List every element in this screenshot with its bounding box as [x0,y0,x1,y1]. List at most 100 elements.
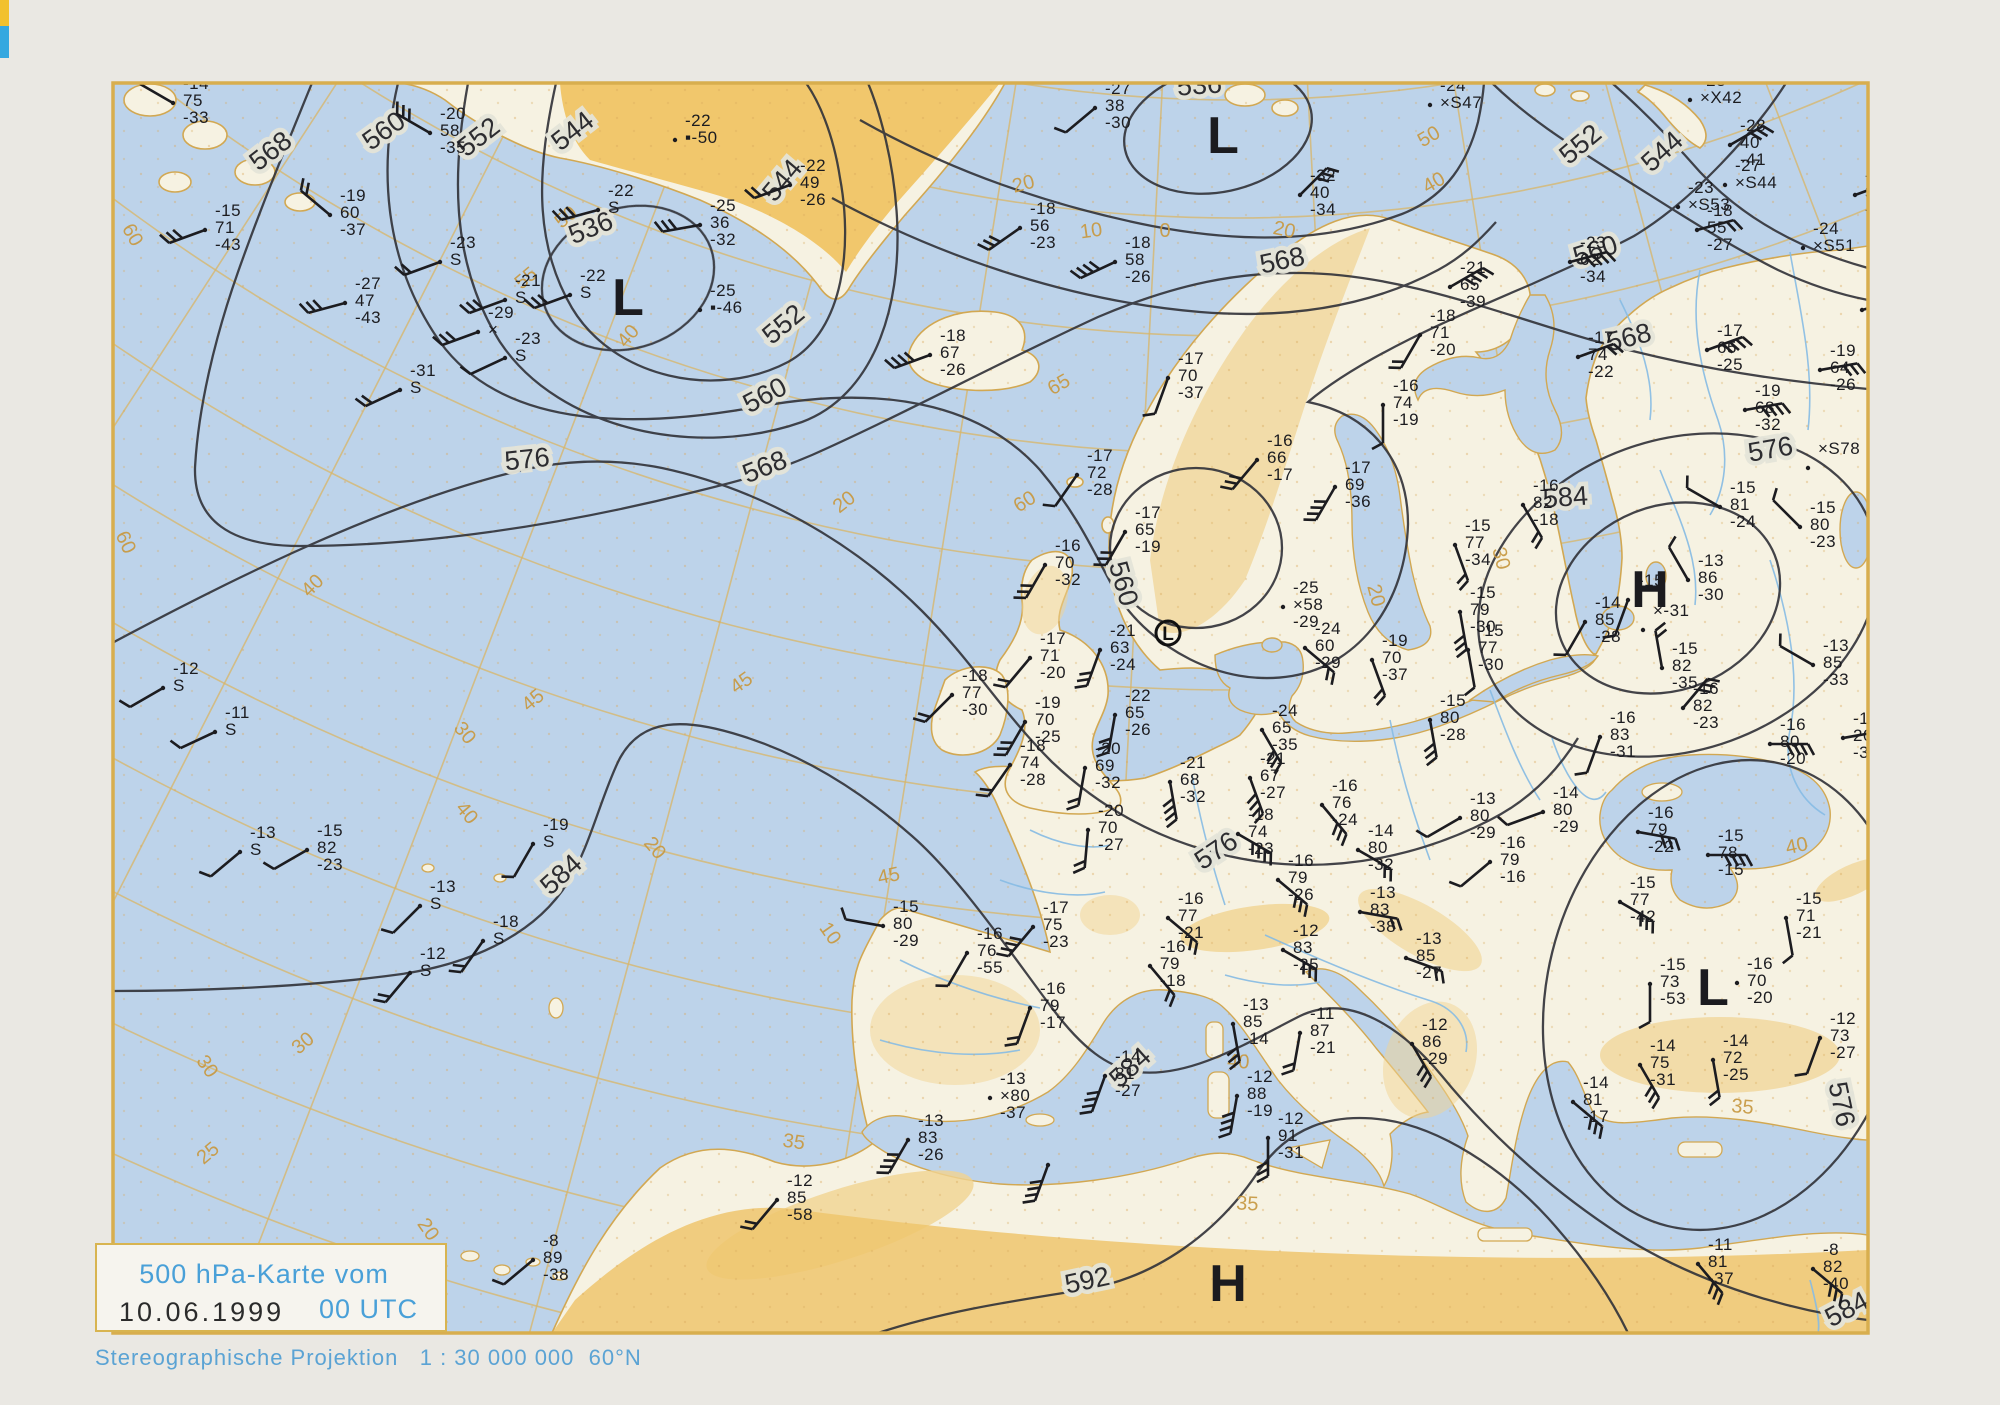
station-value: ×S47 [1440,93,1482,112]
station-value: 87 [1310,1021,1330,1040]
station-value: -12 [1247,1067,1273,1086]
wind-barb-icon [1298,166,1340,197]
edge-strip-yellow [0,0,9,26]
station-value: S [515,346,527,365]
station-value: 75 [1043,915,1063,934]
station-value: 80 [1553,800,1573,819]
station-value: -26 [1830,375,1856,394]
station-value: -13 [1698,551,1724,570]
station-value: -11 [225,703,250,722]
station-value: -14 [183,74,209,93]
station-value: -24 [1332,810,1358,829]
station-value: -29 [1422,1049,1448,1068]
station-value: -37 [1178,383,1204,402]
station-value: -35 [1672,673,1698,692]
station-value: -26 [940,360,966,379]
station-value: -16 [1747,954,1773,973]
station-value: -18 [1030,199,1056,218]
station-value: 75 [183,91,203,110]
station-value: -53 [1660,989,1686,1008]
wind-barb-icon [1358,910,1403,931]
station-value: -31 [410,361,436,380]
station-value: S [225,720,237,739]
station-value: -43 [215,235,241,254]
station-value: 77 [962,683,982,702]
wind-barb-icon [1448,860,1492,888]
station-plot: -19S [501,815,569,879]
station-value: -16 [1040,979,1066,998]
contour-592 [877,1116,1630,1333]
station-value: -27 [1735,156,1761,175]
wind-barb-icon [373,971,412,1004]
low-center-symbol: L [1697,959,1729,1017]
station-dot [672,137,678,143]
station-value: -16 [1160,937,1186,956]
wind-barb-icon [1166,916,1199,955]
station-value: -18 [1020,736,1046,755]
wind-barb-icon [1276,878,1309,917]
station-value: -12 [787,1171,813,1190]
station-value: 70 [1747,971,1767,990]
station-value: -26 [1288,885,1314,904]
wind-barb-icon [1811,1267,1844,1306]
station-value: -23 [515,329,541,348]
wind-barb-icon [1066,766,1087,811]
station-value: 77 [1478,638,1498,657]
station-value: -27 [1260,783,1286,802]
wind-barb-icon [1415,816,1462,839]
station-value: -15 [1470,583,1496,602]
station-value: -15 [1638,571,1664,590]
station-value: -38 [1370,917,1396,936]
station-value: -8 [543,1231,559,1250]
station-value: -12 [420,944,446,963]
wind-barb-icon [1220,458,1259,491]
station-value: -13 [1416,929,1442,948]
station-value: 86 [1422,1032,1442,1051]
station-value: 81 [1583,1090,1603,1109]
station-dot [1805,465,1811,471]
station-value: -26 [1125,720,1151,739]
station-value: -22 [608,181,634,200]
wind-barb-icon [1695,218,1744,232]
station-value: 88 [1247,1084,1267,1103]
station-value: 76 [1332,793,1352,812]
wind-barb-icon [159,228,207,245]
wind-barb-icon [459,298,507,315]
contour-576-turkey-low [1541,758,1868,1232]
station-value: -15 [1478,621,1504,640]
station-value: ×-31 [1653,601,1690,620]
station-value: 20 [1853,726,1873,745]
station-value: -17 [1583,1107,1609,1126]
contour-576-high-loop [1477,432,1868,758]
station-value: 56 [1030,216,1050,235]
station-value: -21 [1110,621,1136,640]
station-value: -35 [440,138,466,157]
station-plot: -22▪-50 [672,111,717,147]
station-value: 40 [1740,133,1760,152]
contour-552-ne [1491,83,1868,302]
station-value: ×S53 [1688,195,1730,214]
contours-layer [113,83,1868,1333]
wind-barb-icon [1246,776,1265,824]
wind-barb-icon [1096,713,1117,758]
station-value: -22 [580,266,606,285]
station-value: -21 [1180,753,1206,772]
station-value: 73 [1830,1026,1850,1045]
edge-strip-blue [0,26,9,58]
wind-barb-icon [653,218,702,233]
